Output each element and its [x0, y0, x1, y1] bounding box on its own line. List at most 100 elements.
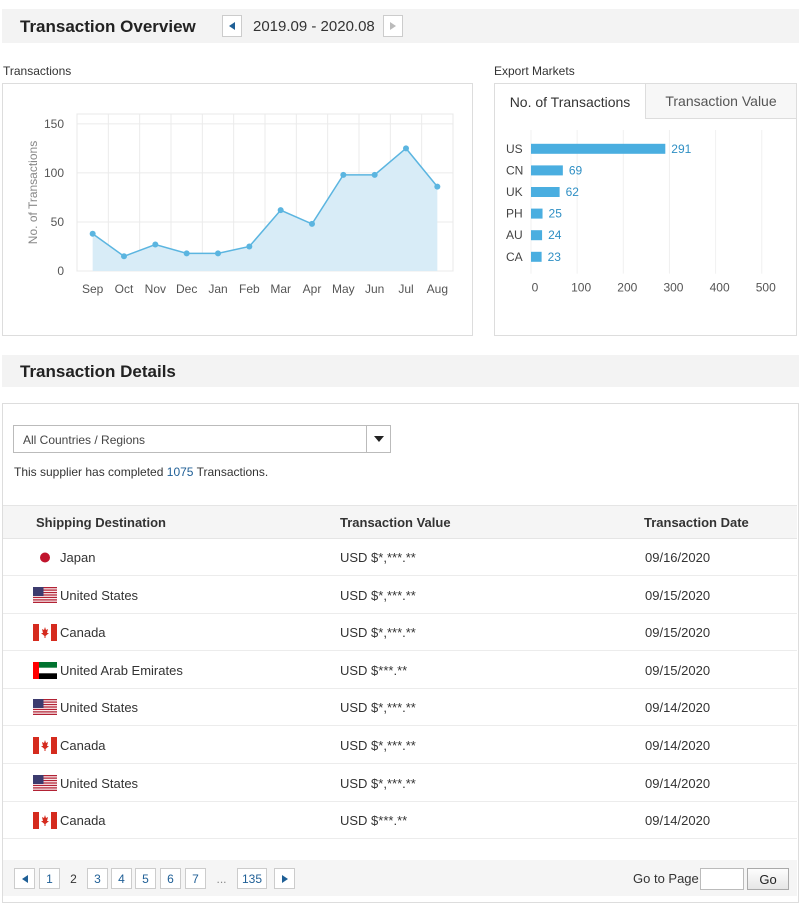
x-tick-label: Jan	[208, 282, 227, 296]
overview-title: Transaction Overview	[20, 17, 196, 36]
page-5[interactable]: 5	[135, 868, 156, 889]
page-4[interactable]: 4	[111, 868, 132, 889]
us-flag-icon	[33, 774, 57, 792]
pagination: 1 2 3 4 5 6 7 ... 135 Go to Page Go	[3, 860, 797, 896]
destination-cell: Canada	[60, 625, 106, 641]
summary-count-link[interactable]: 1075	[166, 465, 194, 479]
page-ellipsis: ...	[216, 871, 227, 886]
export-markets-label: Export Markets	[494, 64, 575, 78]
tab-transaction-value[interactable]: Transaction Value	[646, 84, 796, 119]
page-7[interactable]: 7	[185, 868, 206, 889]
date-next-button[interactable]	[383, 15, 403, 37]
bar	[531, 187, 560, 197]
data-point	[309, 220, 315, 227]
value-cell: USD $***.**	[340, 662, 408, 678]
x-tick-label: 200	[617, 281, 637, 295]
x-tick-label: 500	[756, 281, 776, 295]
column-shipping-destination: Shipping Destination	[36, 515, 166, 530]
bar-value-label: 69	[569, 163, 583, 177]
destination-cell: Canada	[60, 738, 106, 753]
category-label: AU	[506, 228, 523, 242]
chevron-right-icon	[390, 22, 396, 30]
page-prev-button[interactable]	[14, 868, 35, 889]
y-tick-label: 150	[44, 117, 64, 131]
data-point	[434, 183, 441, 190]
destination-cell: United States	[60, 700, 139, 716]
bar-value-label: 291	[671, 142, 691, 156]
summary-text: This supplier has completed 1075 Transac…	[14, 465, 268, 479]
data-point	[340, 171, 347, 178]
value-cell: USD $***.**	[340, 813, 408, 829]
x-tick-label: Apr	[303, 282, 322, 296]
tab-no-of-transactions[interactable]: No. of Transactions	[495, 84, 646, 119]
country-filter-select[interactable]: All Countries / Regions	[13, 425, 391, 453]
bar	[531, 143, 666, 154]
go-button[interactable]: Go	[747, 868, 789, 890]
page-6[interactable]: 6	[160, 868, 181, 889]
y-axis-label: No. of Transactions	[26, 141, 40, 244]
date-cell: 09/15/2020	[645, 625, 711, 641]
y-tick-label: 0	[57, 264, 64, 278]
date-cell: 09/16/2020	[645, 550, 711, 565]
page-1[interactable]: 1	[39, 868, 60, 889]
date-cell: 09/15/2020	[645, 662, 711, 678]
chevron-left-icon	[21, 874, 28, 883]
date-cell: 09/14/2020	[645, 738, 711, 753]
summary-suffix: Transactions.	[196, 465, 269, 479]
table-row: Japan USD $*,***.** 09/16/2020	[3, 539, 797, 576]
date-prev-button[interactable]	[222, 15, 242, 37]
x-tick-label: Feb	[239, 282, 260, 296]
export-markets-bar-chart: 0 100 200 300 400 500 US 291 CN 69 UK 62 PH 25 AU 24 CA 2…	[506, 130, 776, 295]
data-point	[371, 171, 378, 178]
category-label: US	[506, 142, 523, 156]
data-point	[246, 243, 253, 250]
x-tick-label: Dec	[176, 282, 197, 296]
value-cell: USD $*,***.**	[340, 700, 416, 716]
details-title: Transaction Details	[20, 362, 176, 381]
transactions-area-chart: 0 50 100 150 Sep Oct Nov Dec Jan Feb Mar Apr May Jun J…	[26, 113, 454, 296]
table-row: United States USD $*,***.** 09/14/2020	[3, 765, 797, 802]
page-135[interactable]: 135	[237, 868, 268, 889]
date-cell: 09/15/2020	[645, 587, 711, 603]
bar-value-label: 24	[548, 228, 562, 242]
us-flag-icon	[33, 586, 57, 604]
data-point	[183, 250, 190, 257]
x-tick-label: 400	[710, 281, 730, 295]
page-3[interactable]: 3	[87, 868, 108, 889]
page-2-current: 2	[70, 871, 77, 886]
bar	[531, 165, 563, 176]
x-tick-label: Nov	[145, 282, 166, 296]
value-cell: USD $*,***.**	[340, 738, 416, 753]
goto-page-input[interactable]	[700, 868, 744, 890]
bar	[531, 251, 542, 262]
destination-cell: Canada	[60, 813, 106, 829]
value-cell: USD $*,***.**	[340, 550, 416, 565]
us-flag-icon	[33, 699, 57, 717]
category-label: UK	[506, 185, 523, 199]
table-row: United States USD $*,***.** 09/15/2020	[3, 577, 797, 614]
column-transaction-value: Transaction Value	[340, 515, 451, 530]
x-tick-label: Jul	[398, 282, 413, 296]
series-line	[92, 147, 438, 258]
x-tick-label: Jun	[365, 282, 384, 296]
export-markets-panel: No. of Transactions Transaction Value 0 1…	[494, 83, 797, 336]
dropdown-toggle[interactable]	[366, 426, 390, 452]
details-header-bar	[2, 355, 799, 387]
data-point	[152, 241, 159, 248]
bar	[531, 230, 543, 241]
details-panel	[2, 403, 799, 903]
ca-flag-icon	[33, 737, 57, 754]
bar-value-label: 23	[548, 250, 562, 264]
country-filter-value: All Countries / Regions	[23, 433, 146, 447]
table-row: Canada USD $*,***.** 09/15/2020	[3, 614, 797, 652]
category-label: CN	[506, 163, 523, 177]
x-tick-label: Mar	[270, 282, 291, 296]
table-row: Canada USD $*,***.** 09/14/2020	[3, 727, 797, 764]
column-transaction-date: Transaction Date	[644, 515, 749, 530]
table-row: United Arab Emirates USD $***.** 09/15/202…	[3, 652, 797, 689]
date-cell: 09/14/2020	[645, 700, 711, 716]
x-tick-label: Sep	[82, 282, 104, 296]
chevron-left-icon	[229, 22, 235, 30]
x-tick-label: May	[332, 282, 355, 296]
page-next-button[interactable]	[274, 868, 295, 889]
